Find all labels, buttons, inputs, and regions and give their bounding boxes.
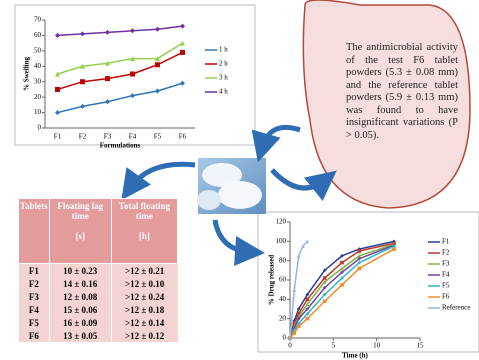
marker [105,76,110,81]
legend-label: F6 [442,293,450,301]
marker [180,50,185,55]
y-tick-label: 10 [34,108,42,116]
tablet [197,190,221,210]
marker [155,62,160,67]
y-tick-label: 60 [34,31,42,39]
marker [340,261,344,265]
note-text: The antimicrobial activity of the test F… [346,42,458,142]
table-cell: F2 [19,277,50,290]
tablet [218,181,262,209]
marker [358,267,362,271]
legend-label: Reference [442,304,470,312]
marker [392,247,396,251]
column-header: Floating lag time [s] [49,199,111,264]
y-tick-label: 50 [34,46,42,54]
y-tick-label: 80 [279,256,287,264]
table-cell: F3 [19,290,50,303]
table-cell: >12 ± 0.18 [111,303,177,316]
x-axis-label: Formulations [100,142,141,150]
y-tick-label: 100 [276,237,287,245]
x-tick-label: 0 [288,342,292,350]
x-tick-label: F1 [54,133,62,141]
y-axis-label: % Swelling [23,56,31,91]
table-cell: >12 ± 0.12 [111,329,177,342]
arrow [262,127,300,148]
x-tick-label: F4 [129,133,137,141]
header-text: Total floating time [119,201,170,221]
marker [358,249,362,253]
legend-label: 3 h [219,74,228,82]
column-header: Total floating time [h] [111,199,177,264]
header-text: Floating lag time [57,201,103,221]
marker [323,299,327,303]
legend-label: F2 [442,249,450,257]
table-row: F312 ± 0.08>12 ± 0.24 [19,290,178,303]
legend-label: F4 [442,271,450,279]
table-row: F613 ± 0.05>12 ± 0.12 [19,329,178,342]
table: Tablets Floating lag time [s] Total floatin… [18,198,178,342]
legend-label: 1 h [219,46,228,54]
table-header: Tablets Floating lag time [s] Total floatin… [19,199,178,264]
x-tick-label: F2 [79,133,87,141]
y-tick-label: 40 [279,295,287,303]
marker [306,298,310,302]
table-cell: >12 ± 0.14 [111,316,177,329]
table-cell: 15 ± 0.06 [49,303,111,316]
table-cell: F4 [19,303,50,316]
table-cell: >12 ± 0.10 [111,277,177,290]
marker [130,72,135,77]
y-tick-label: 120 [276,218,287,226]
y-tick-label: 20 [34,93,42,101]
marker [340,283,344,287]
y-tick-label: 40 [34,62,42,70]
marker [293,331,297,335]
x-tick-label: 15 [417,342,425,350]
page: F1F2F3F4F5F6010203040506070Formulations%… [0,0,479,360]
x-axis-label: Time (h) [342,352,368,360]
legend-label: F1 [442,238,450,246]
table-cell: 10 ± 0.23 [49,264,111,278]
marker [297,325,301,329]
table-cell: F1 [19,264,50,278]
arrow [130,164,195,188]
marker [306,317,310,321]
arrow [215,220,250,252]
arrow [272,170,325,188]
x-tick-label: F6 [179,133,187,141]
y-tick-label: 60 [279,276,287,284]
table-cell: F5 [19,316,50,329]
x-tick-label: 10 [373,342,381,350]
y-tick-label: 0 [38,124,42,132]
table-row: F214 ± 0.16>12 ± 0.10 [19,277,178,290]
y-tick-label: 20 [279,314,287,322]
marker [55,87,60,92]
table-cell: 12 ± 0.08 [49,290,111,303]
legend-label: 4 h [219,88,228,96]
y-tick-label: 70 [34,16,42,24]
table-cell: 16 ± 0.09 [49,316,111,329]
header-text: [s] [75,231,85,241]
table-cell: F6 [19,329,50,342]
header-text: [h] [139,231,150,241]
table-cell: 13 ± 0.05 [49,329,111,342]
table-cell: >12 ± 0.24 [111,290,177,303]
table-cell: >12 ± 0.21 [111,264,177,278]
legend-label: F3 [442,260,450,268]
x-tick-label: F5 [154,133,162,141]
y-tick-label: 30 [34,77,42,85]
y-tick-label: 0 [283,334,287,342]
table-cell: 14 ± 0.16 [49,277,111,290]
legend-label: F5 [442,282,450,290]
marker [323,276,327,280]
header-text: Tablets [20,201,48,211]
x-tick-label: F3 [104,133,112,141]
marker [80,79,85,84]
x-tick-label: 5 [332,342,336,350]
legend-label: 2 h [219,60,228,68]
column-header: Tablets [19,199,50,264]
y-axis-label: % Drug released [268,255,276,306]
